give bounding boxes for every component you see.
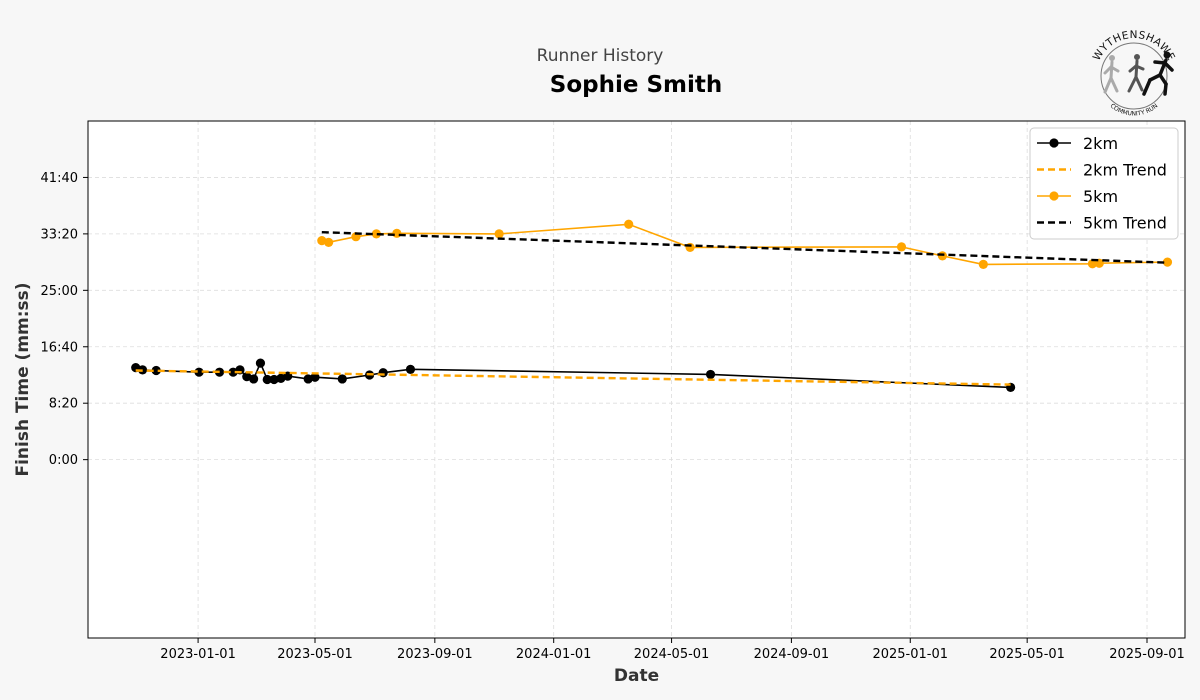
data-point-2km [378,368,388,378]
runners-icon [1103,51,1174,96]
x-tick-label: 2024-01-01 [516,647,592,662]
x-axis-label: Date [614,666,659,686]
data-point-5km [896,242,907,252]
y-tick-label: 41:40 [41,171,78,186]
series-line-2km-trend [135,369,1011,386]
y-tick-label: 25:00 [41,284,78,299]
data-point-5km [624,219,634,229]
x-tick-label: 2025-05-01 [989,647,1065,662]
data-point-2km [255,358,266,368]
data-point-2km [310,372,320,382]
y-tick-label: 0:00 [49,453,78,468]
data-point-5km [392,228,402,238]
chart-title: Sophie Smith [549,72,723,98]
svg-text:WYTHENSHAWE: WYTHENSHAWE [1091,29,1177,63]
wythenshawe-logo: WYTHENSHAWE COMMUNITY RUN [1091,29,1177,118]
y-tick-label: 8:20 [49,397,78,412]
legend-marker [1049,191,1059,201]
data-point-5km [1162,257,1173,267]
legend-marker [1049,138,1059,148]
data-point-2km [269,374,279,385]
data-point-5km [1087,259,1098,269]
series-line-5km-trend [321,231,1168,264]
data-point-5km [978,259,988,269]
y-tick-label: 16:40 [41,340,78,355]
y-tick-label: 33:20 [41,227,78,242]
data-point-5km [494,229,504,239]
x-tick-label: 2023-09-01 [397,647,473,662]
legend-label: 5km Trend [1083,214,1167,233]
y-axis-label: Finish Time (mm:ss) [13,282,33,476]
data-point-2km [405,364,416,374]
x-tick-label: 2024-09-01 [754,647,830,662]
data-point-2km [262,374,272,385]
data-point-2km [194,367,204,377]
data-point-2km [249,374,259,384]
plot-frame [87,120,1186,639]
data-point-2km [337,374,347,384]
legend-label: 5km [1083,187,1118,206]
data-point-5km [324,237,334,247]
x-tick-label: 2024-05-01 [634,647,710,662]
x-tick-label: 2023-01-01 [160,647,236,662]
data-point-5km [371,229,381,239]
legend: 2km 2km Trend 5km 5km Trend [1029,127,1179,240]
legend-box [1029,127,1179,240]
x-tick-label: 2025-09-01 [1109,647,1185,662]
logo-text-top: WYTHENSHAWE [1091,29,1177,63]
data-point-2km [705,369,716,380]
legend-label: 2km Trend [1083,161,1167,180]
x-tick-label: 2023-05-01 [277,647,353,662]
data-point-2km [151,365,161,376]
data-point-5km [937,251,948,261]
x-tick-label: 2025-01-01 [872,647,948,662]
legend-label: 2km [1083,134,1118,153]
svg-text:COMMUNITY RUN: COMMUNITY RUN [1109,102,1160,117]
logo-text-bottom: COMMUNITY RUN [1109,102,1160,117]
chart-supertitle: Runner History [536,46,664,66]
